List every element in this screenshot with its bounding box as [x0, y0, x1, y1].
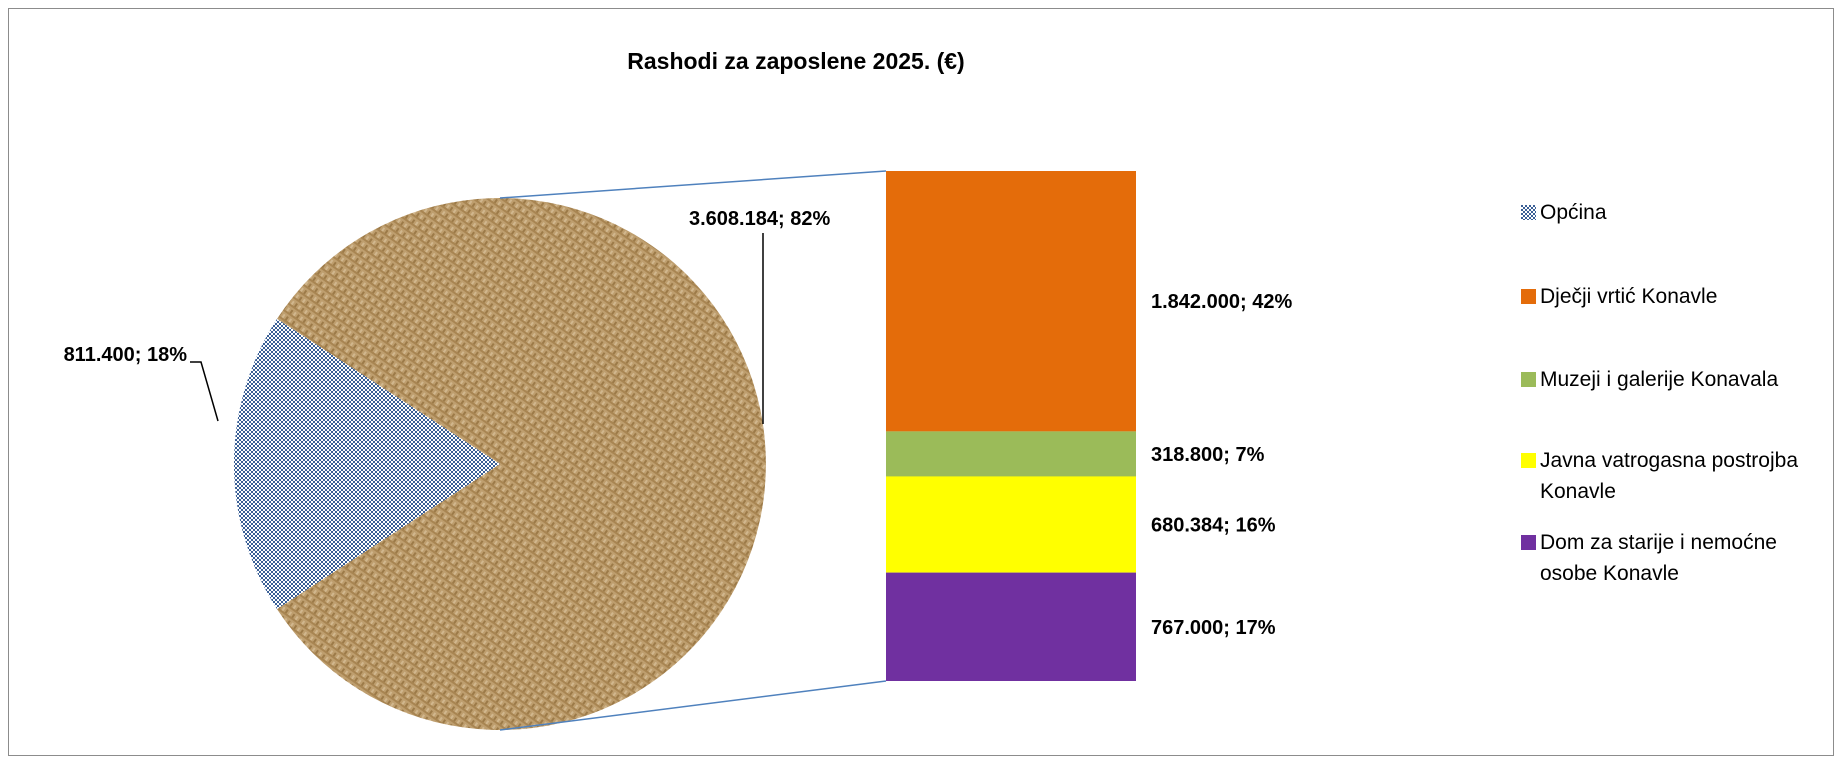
pie-slice-opcina — [233, 318, 500, 610]
bar-segment-1 — [886, 171, 1136, 432]
connector-line-top — [499, 170, 887, 199]
data-label-bar-1: 1.842.000; 42% — [1151, 291, 1292, 313]
legend-label-3: Muzeji i galerije Konavala — [1540, 368, 1778, 391]
data-label-other: 3.608.184; 82% — [689, 208, 830, 230]
legend-swatch-2 — [1521, 289, 1536, 304]
legend-swatch-3 — [1521, 372, 1536, 387]
pie-slice-other — [277, 198, 766, 730]
bar-segment-4 — [886, 572, 1136, 681]
stacked-bar-plot — [886, 171, 1136, 681]
pie-plot — [233, 198, 766, 730]
legend-label-5-line2: osobe Konavle — [1540, 562, 1679, 585]
legend: Općina Dječji vrtić Konavle Muzeji i galer… — [1521, 201, 1798, 585]
data-label-bar-4: 767.000; 17% — [1151, 617, 1276, 639]
chart-area: Rashodi za zaposlene 2025. (€) 811.400; … — [8, 8, 1834, 756]
legend-label-4-line2: Konavle — [1540, 480, 1616, 503]
leader-line-opcina — [190, 361, 219, 422]
chart-title: Rashodi za zaposlene 2025. (€) — [627, 48, 964, 74]
data-label-bar-2: 318.800; 7% — [1151, 444, 1265, 466]
bar-of-pie-chart: Rashodi za zaposlene 2025. (€) 811.400; … — [64, 48, 1798, 731]
legend-swatch-4 — [1521, 453, 1536, 468]
data-label-bar-3: 680.384; 16% — [1151, 515, 1276, 537]
bar-segment-2 — [886, 431, 1136, 477]
legend-swatch-1 — [1521, 205, 1536, 220]
data-labels: 811.400; 18% 3.608.184; 82% 1.842.000; 42%… — [64, 208, 1293, 639]
legend-swatch-5 — [1521, 535, 1536, 550]
legend-label-2: Dječji vrtić Konavle — [1540, 285, 1717, 308]
legend-label-1: Općina — [1540, 201, 1607, 224]
legend-label-4: Javna vatrogasna postrojba — [1540, 449, 1798, 472]
connector-line-bottom — [499, 680, 887, 731]
bar-segment-3 — [886, 476, 1136, 573]
legend-label-5: Dom za starije i nemoćne — [1540, 531, 1777, 554]
connector-lines — [499, 170, 887, 731]
data-label-opcina: 811.400; 18% — [64, 344, 188, 366]
